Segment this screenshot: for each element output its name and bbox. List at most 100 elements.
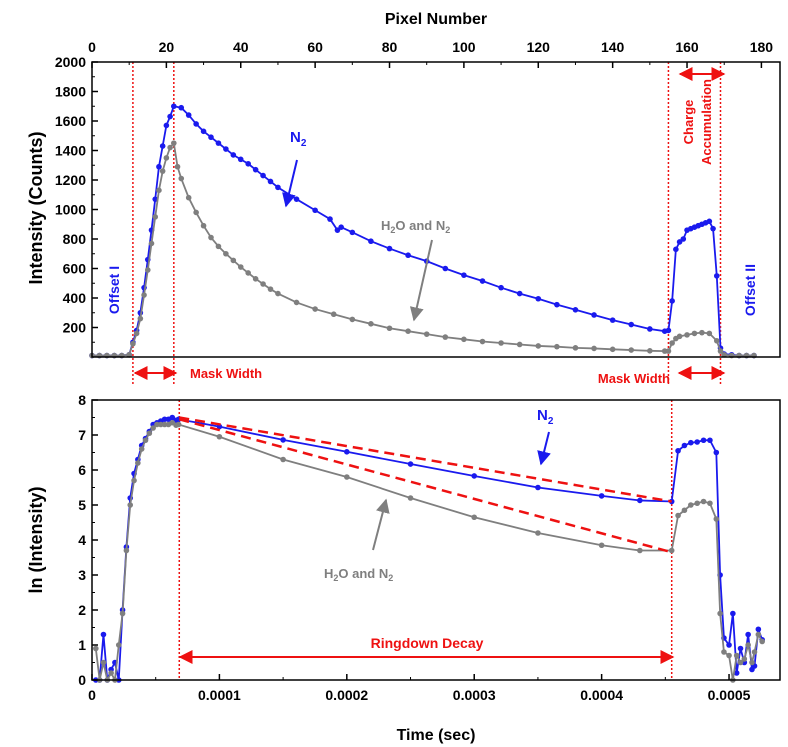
n2-arrow-top — [282, 159, 298, 208]
charge-label-line1: Charge — [681, 100, 696, 145]
top-point-n2 — [461, 272, 467, 278]
top-point-h2o-and-n2 — [275, 290, 281, 297]
top-point-h2o-and-n2 — [171, 140, 177, 146]
top-point-n2 — [159, 143, 166, 149]
top-point-h2o-and-n2 — [159, 168, 166, 174]
bottom-point-n2 — [726, 642, 732, 648]
mask-width-right-label: Mask Width — [598, 371, 670, 386]
bottom-point-n2 — [100, 631, 107, 638]
top-point-h2o-and-n2 — [133, 330, 140, 337]
top-ytick-label: 2000 — [55, 54, 86, 70]
top-point-n2 — [252, 166, 259, 173]
top-point-h2o-and-n2 — [267, 286, 274, 292]
top-point-h2o-and-n2 — [193, 209, 199, 216]
bottom-xtick-label: 0.0005 — [708, 687, 751, 703]
top-point-h2o-and-n2 — [330, 311, 337, 318]
n2-arrow-bottom — [537, 431, 551, 466]
bottom-point-h2o-and-n2 — [733, 652, 740, 659]
top-point-n2 — [167, 113, 173, 120]
top-point-n2 — [713, 273, 720, 279]
bottom-point-n2 — [707, 437, 713, 444]
top-point-n2 — [349, 229, 356, 236]
bottom-point-h2o-and-n2 — [694, 500, 700, 507]
bottom-point-h2o-and-n2 — [688, 502, 694, 508]
top-point-n2 — [275, 184, 281, 191]
bottom-point-h2o-and-n2 — [700, 498, 707, 505]
top-point-h2o-and-n2 — [498, 340, 504, 346]
top-ytick-label: 1000 — [55, 202, 86, 218]
bottom-point-h2o-and-n2 — [115, 642, 122, 648]
bottom-ytick-label: 3 — [78, 567, 86, 583]
top-point-h2o-and-n2 — [130, 340, 136, 347]
top-point-n2 — [215, 140, 222, 146]
top-point-n2 — [680, 236, 687, 242]
top-xtick-label: 0 — [88, 39, 96, 55]
top-point-h2o-and-n2 — [554, 343, 560, 350]
top-point-n2 — [479, 278, 486, 284]
bottom-point-n2 — [700, 437, 707, 444]
bottom-point-h2o-and-n2 — [535, 530, 541, 536]
top-point-h2o-and-n2 — [156, 187, 162, 194]
top-point-h2o-and-n2 — [676, 333, 683, 340]
top-point-h2o-and-n2 — [591, 345, 597, 352]
top-point-n2 — [185, 112, 192, 118]
top-point-h2o-and-n2 — [349, 316, 356, 323]
top-point-h2o-and-n2 — [312, 306, 318, 312]
bottom-point-h2o-and-n2 — [721, 649, 727, 655]
top-point-n2 — [442, 265, 449, 272]
top-point-n2 — [647, 326, 653, 332]
top-ytick-label: 1400 — [55, 143, 86, 159]
top-point-h2o-and-n2 — [699, 329, 705, 336]
h2o-arrow-top — [409, 239, 433, 322]
top-ytick-label: 1600 — [55, 113, 86, 129]
bottom-point-n2 — [681, 442, 688, 449]
bottom-point-h2o-and-n2 — [737, 659, 744, 666]
top-point-n2 — [200, 128, 207, 135]
top-point-n2 — [163, 122, 170, 129]
top-point-h2o-and-n2 — [442, 334, 449, 340]
h2o-label-top: H2O and N2 — [381, 218, 450, 235]
top-xtick-label: 80 — [382, 39, 398, 55]
top-point-n2 — [535, 295, 542, 302]
top-xtick-label: 40 — [233, 39, 249, 55]
bottom-xtick-label: 0.0003 — [453, 687, 496, 703]
top-point-n2 — [591, 312, 597, 318]
bottom-ytick-label: 7 — [78, 427, 86, 443]
top-point-h2o-and-n2 — [461, 336, 467, 343]
top-point-h2o-and-n2 — [713, 337, 720, 344]
bottom-point-n2 — [598, 493, 605, 499]
bottom-y-axis-title: ln (Intensity) — [26, 486, 46, 593]
bottom-point-n2 — [694, 439, 700, 445]
bottom-ytick-label: 4 — [78, 532, 86, 548]
top-point-h2o-and-n2 — [152, 214, 159, 220]
top-ytick-label: 600 — [63, 261, 87, 277]
top-point-n2 — [193, 121, 199, 127]
bottom-point-h2o-and-n2 — [280, 456, 286, 463]
top-point-h2o-and-n2 — [368, 321, 374, 327]
n2-label-top: N2 — [290, 129, 307, 149]
top-ytick-label: 1800 — [55, 84, 86, 100]
bottom-point-h2o-and-n2 — [93, 645, 99, 652]
bottom-x-axis-title: Time (sec) — [397, 727, 476, 744]
bottom-point-h2o-and-n2 — [135, 460, 141, 466]
bottom-point-h2o-and-n2 — [142, 437, 149, 444]
top-point-h2o-and-n2 — [293, 299, 300, 306]
top-point-n2 — [338, 224, 344, 230]
top-point-h2o-and-n2 — [148, 240, 155, 247]
top-point-h2o-and-n2 — [628, 347, 635, 353]
top-point-n2 — [230, 152, 237, 158]
top-point-n2 — [368, 238, 374, 245]
top-point-h2o-and-n2 — [126, 351, 132, 358]
top-series-h2o-and-n2 — [92, 141, 754, 357]
top-y-axis-title: Intensity (Counts) — [26, 132, 46, 285]
bottom-point-n2 — [471, 473, 478, 479]
top-point-n2 — [223, 146, 229, 152]
top-point-n2 — [171, 103, 177, 110]
top-point-n2 — [293, 196, 300, 202]
top-point-n2 — [156, 163, 162, 170]
bottom-point-h2o-and-n2 — [471, 514, 478, 521]
top-point-n2 — [673, 246, 679, 253]
bottom-point-n2 — [755, 626, 762, 633]
top-point-n2 — [554, 301, 560, 308]
top-point-n2 — [710, 225, 716, 232]
